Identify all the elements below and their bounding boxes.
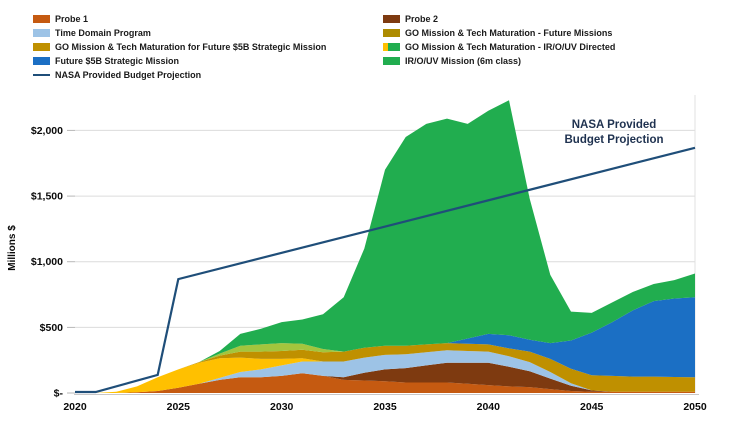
y-tick-label: $1,000 [31, 256, 63, 268]
y-axis-title: Millions $ [7, 225, 18, 271]
legend-item-probe-1: Probe 1 [33, 13, 326, 25]
x-tick-label: 2035 [373, 401, 397, 413]
annotation-line-2: Budget Projection [564, 134, 664, 146]
legend-item-nasa-provided-budget-projection: NASA Provided Budget Projection [33, 69, 326, 81]
legend-column-left: Probe 1 Time Domain Program GO Mission & T… [33, 13, 326, 81]
y-tick-label: $500 [40, 322, 64, 334]
legend-color-swatch [383, 28, 400, 37]
legend-label: Future $5B Strategic Mission [55, 55, 180, 66]
area-time-domain-program [75, 350, 695, 393]
x-tick-label: 2045 [580, 401, 604, 413]
legend-label: IR/O/UV Mission (6m class) [405, 55, 522, 66]
annotation-line-1: NASA Provided [571, 119, 657, 131]
chart-annotation: NASA Provided Budget Projection [540, 118, 688, 148]
y-tick-label: $2,000 [31, 125, 63, 137]
x-tick-label: 2020 [63, 401, 87, 413]
legend-label: NASA Provided Budget Projection [55, 69, 202, 80]
legend-item-go-tech-maturation-irouv-directed: GO Mission & Tech Maturation - IR/O/UV D… [383, 41, 615, 53]
area-go-tech-maturation-irouv-directed [75, 350, 695, 393]
legend-label: Probe 1 [55, 13, 89, 24]
x-tick-label: 2025 [167, 401, 191, 413]
legend-label: GO Mission & Tech Maturation for Future … [55, 41, 327, 52]
legend-line-marker [33, 73, 50, 76]
legend-item-go-tech-maturation-future-missions: GO Mission & Tech Maturation - Future Mi… [383, 27, 615, 39]
legend-label: Probe 2 [405, 13, 439, 24]
area-probe-2 [75, 362, 695, 393]
legend-color-swatch [33, 42, 50, 51]
nasa-budget-projection-line [75, 146, 696, 394]
legend-label: GO Mission & Tech Maturation - IR/O/UV D… [405, 41, 616, 52]
y-tick-label: $- [54, 388, 64, 400]
legend-item-time-domain-program: Time Domain Program [33, 27, 326, 39]
area-probe-1 [75, 373, 695, 393]
area-future-5b-strategic-mission [75, 297, 695, 393]
y-tick-label: $1,500 [31, 191, 63, 203]
legend-item-probe-2: Probe 2 [383, 13, 615, 25]
legend-item-irouv-mission-6m: IR/O/UV Mission (6m class) [383, 55, 615, 67]
x-tick-label: 2040 [477, 401, 501, 413]
legend-item-future-5b-strategic-mission: Future $5B Strategic Mission [33, 55, 326, 67]
area-go-tech-maturation-future-missions [75, 343, 695, 393]
legend-color-swatch [383, 42, 400, 51]
legend-color-swatch [33, 14, 50, 23]
legend-label: GO Mission & Tech Maturation - Future Mi… [405, 27, 613, 38]
legend-color-swatch [383, 14, 400, 23]
legend-color-swatch [33, 56, 50, 65]
x-tick-label: 2050 [683, 401, 707, 413]
legend-color-swatch [33, 28, 50, 37]
legend-column-right: Probe 2 GO Mission & Tech Maturation - Fu… [383, 13, 615, 67]
legend-item-go-tech-maturation-future-5b: GO Mission & Tech Maturation for Future … [33, 41, 326, 53]
legend-label: Time Domain Program [55, 27, 151, 38]
x-tick-label: 2030 [270, 401, 294, 413]
area-irouv-mission-6m [75, 100, 695, 394]
legend-color-swatch [383, 56, 400, 65]
